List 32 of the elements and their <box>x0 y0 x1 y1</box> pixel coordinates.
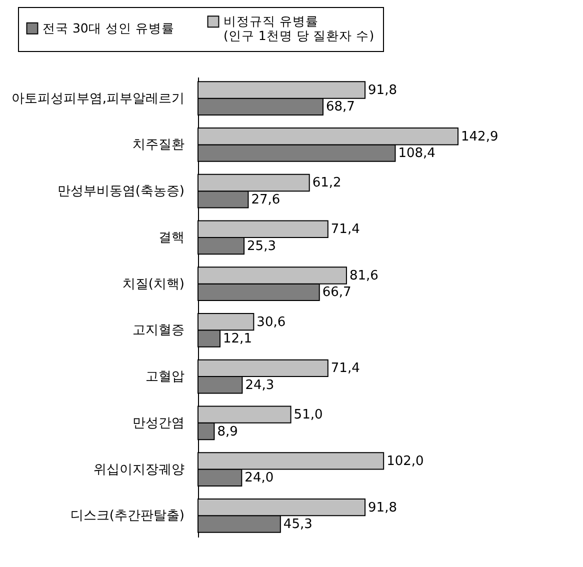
data-label: 91,8 <box>368 82 397 98</box>
data-label: 12,1 <box>223 332 252 347</box>
y-tick-label: 치질(치핵) <box>122 276 184 292</box>
legend-label: 비정규직 유병률 (인구 1천명 당 질환자 수) <box>224 14 374 44</box>
y-tick-label: 위십이지장궤양 <box>94 462 184 478</box>
y-tick-label: 디스크(추간판탈출) <box>70 508 184 524</box>
data-label: 24,0 <box>244 470 274 486</box>
data-label: 45,3 <box>283 517 312 532</box>
data-label: 81,6 <box>349 268 378 284</box>
data-label: 66,7 <box>322 285 352 300</box>
data-label: 108,4 <box>398 146 436 162</box>
data-label: 27,6 <box>251 192 280 208</box>
data-label: 102,0 <box>386 454 424 469</box>
data-label: 30,6 <box>256 314 286 330</box>
y-tick-label: 고지혈증 <box>132 323 184 338</box>
legend-label: 전국 30대 성인 유병률 <box>42 20 174 36</box>
data-label: 91,8 <box>368 500 397 516</box>
data-label: 24,3 <box>245 378 274 393</box>
y-tick-label: 아토피성피부염,피부알레르기 <box>11 91 184 106</box>
y-tick-label: 고혈압 <box>146 370 184 385</box>
y-tick-label: 치주질환 <box>132 138 184 153</box>
data-label: 71,4 <box>330 361 360 376</box>
data-label: 61,2 <box>312 176 342 191</box>
y-tick-label: 만성부비동염(축농증) <box>57 184 184 200</box>
data-label: 142,9 <box>461 129 498 144</box>
data-label: 51,0 <box>294 408 323 423</box>
data-label: 71,4 <box>330 222 360 238</box>
data-label: 25,3 <box>247 238 276 254</box>
y-tick-label: 결핵 <box>158 230 184 246</box>
y-tick-label: 만성간염 <box>132 416 184 431</box>
data-label: 68,7 <box>326 100 355 115</box>
data-label: 8,9 <box>217 424 238 440</box>
